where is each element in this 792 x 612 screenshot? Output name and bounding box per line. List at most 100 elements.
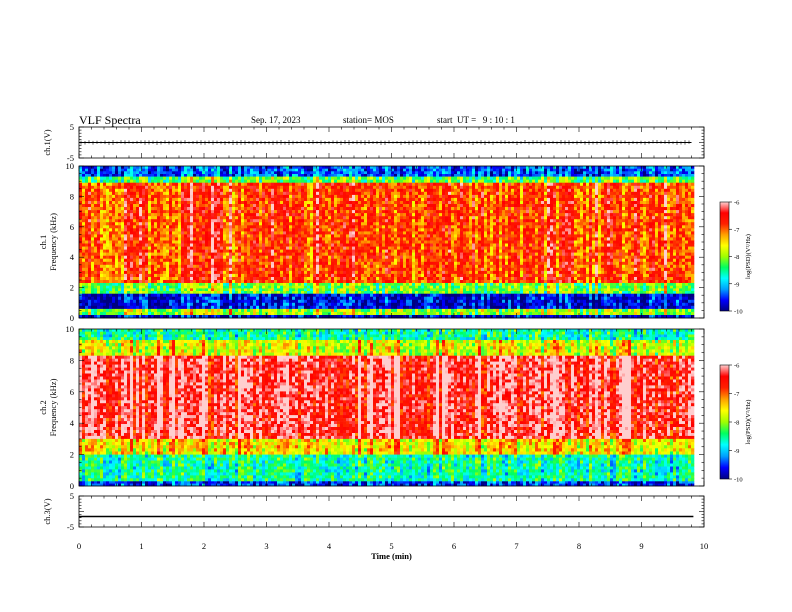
spectrogram-cell [370, 225, 374, 229]
spectrogram-cell [127, 179, 131, 184]
spectrogram-cell [139, 255, 143, 260]
spectrogram-cell [238, 231, 242, 235]
spectrogram-cell [202, 174, 206, 177]
spectrogram-cell [85, 267, 89, 272]
spectrogram-cell [103, 231, 107, 235]
spectrogram-cell [226, 258, 230, 263]
spectrogram-cell [337, 191, 341, 196]
spectrogram-cell [355, 288, 359, 292]
spectrogram-cell [124, 308, 128, 313]
spectrogram-cell [304, 283, 308, 286]
spectrogram-cell [112, 252, 116, 256]
spectrogram-cell [163, 179, 167, 184]
spectrogram-cell [289, 191, 293, 196]
spectrogram-cell [265, 207, 269, 211]
spectrogram-cell [79, 231, 83, 235]
spectrogram-cell [187, 188, 191, 193]
spectrogram-cell [223, 222, 227, 226]
spectrogram-cell [352, 299, 356, 304]
spectrogram-cell [292, 234, 296, 238]
spectrogram-cell [184, 225, 188, 229]
spectrogram-cell [322, 240, 326, 244]
spectrogram-cell [202, 261, 206, 266]
spectrogram-cell [127, 302, 131, 307]
spectrogram-cell [130, 216, 134, 220]
spectrogram-cell [97, 264, 101, 269]
spectrogram-cell [121, 249, 125, 253]
spectrogram-cell [184, 207, 188, 211]
spectrogram-cell [280, 191, 284, 196]
spectrogram-cell [370, 188, 374, 193]
spectrogram-cell [322, 315, 326, 319]
spectrogram-cell [304, 291, 308, 294]
spectrogram-cell [298, 213, 302, 217]
spectrogram-cell [130, 179, 134, 184]
spectrogram-cell [94, 264, 98, 269]
spectrogram-cell [316, 234, 320, 238]
spectrogram-cell [208, 293, 212, 298]
spectrogram-cell [175, 315, 179, 319]
spectrogram-cell [250, 315, 254, 319]
spectrogram-cell [241, 291, 245, 294]
spectrogram-cell [166, 225, 170, 229]
spectrogram-cell [289, 185, 293, 190]
spectrogram-cell [340, 201, 344, 205]
spectrogram-cell [277, 204, 281, 208]
start-time-label: start UT = 9 : 10 : 1 [437, 115, 515, 125]
spectrogram-cell [358, 277, 362, 281]
spectrogram-cell [229, 264, 233, 269]
spectrogram-cell [85, 231, 89, 235]
spectrogram-cell [115, 273, 119, 278]
spectrogram-cell [163, 252, 167, 256]
spectrogram-cell [229, 216, 233, 220]
spectrogram-cell [136, 179, 140, 184]
spectrogram-cell [244, 194, 248, 199]
spectrogram-cell [250, 293, 254, 298]
spectrogram-cell [97, 188, 101, 193]
spectrogram-cell [136, 270, 140, 275]
spectrogram-cell [283, 216, 287, 220]
spectrogram-cell [340, 174, 344, 177]
spectrogram-cell [283, 293, 287, 298]
spectrogram-cell [370, 261, 374, 266]
spectrogram-cell [205, 204, 209, 208]
spectrogram-cell [124, 174, 128, 177]
spectrogram-cell [211, 191, 215, 196]
spectrogram-cell [151, 273, 155, 278]
spectrogram-cell [343, 258, 347, 263]
spectrogram-cell [310, 219, 314, 223]
spectrogram-cell [319, 305, 323, 310]
spectrogram-cell [244, 210, 248, 214]
spectrogram-cell [190, 216, 194, 220]
spectrogram-cell [289, 201, 293, 205]
spectrogram-cell [202, 166, 206, 169]
spectrogram-cell [139, 264, 143, 269]
spectrogram-cell [181, 176, 185, 180]
spectrogram-cell [169, 191, 173, 196]
spectrogram-cell [127, 246, 131, 250]
spectrogram-cell [109, 166, 113, 169]
spectrogram-cell [205, 210, 209, 214]
spectrogram-cell [295, 168, 299, 172]
spectrogram-cell [238, 243, 242, 247]
spectrogram-cell [316, 249, 320, 253]
spectrogram-cell [265, 176, 269, 180]
spectrogram-cell [337, 231, 341, 235]
spectrogram-cell [283, 299, 287, 304]
spectrogram-cell [310, 188, 314, 193]
spectrogram-cell [259, 210, 263, 214]
spectrogram-cell [346, 252, 350, 256]
spectrogram-cell [241, 283, 245, 286]
spectrogram-cell [337, 243, 341, 247]
spectrogram-cell [316, 291, 320, 294]
spectrogram-cell [109, 176, 113, 180]
spectrogram-cell [298, 285, 302, 289]
spectrogram-cell [256, 305, 260, 310]
spectrogram-cell [361, 273, 365, 278]
spectrogram-cell [277, 280, 281, 284]
spectrogram-cell [103, 191, 107, 196]
spectrogram-cell [235, 225, 239, 229]
spectrogram-cell [184, 216, 188, 220]
spectrogram-cell [106, 166, 110, 169]
spectrogram-cell [295, 166, 299, 169]
